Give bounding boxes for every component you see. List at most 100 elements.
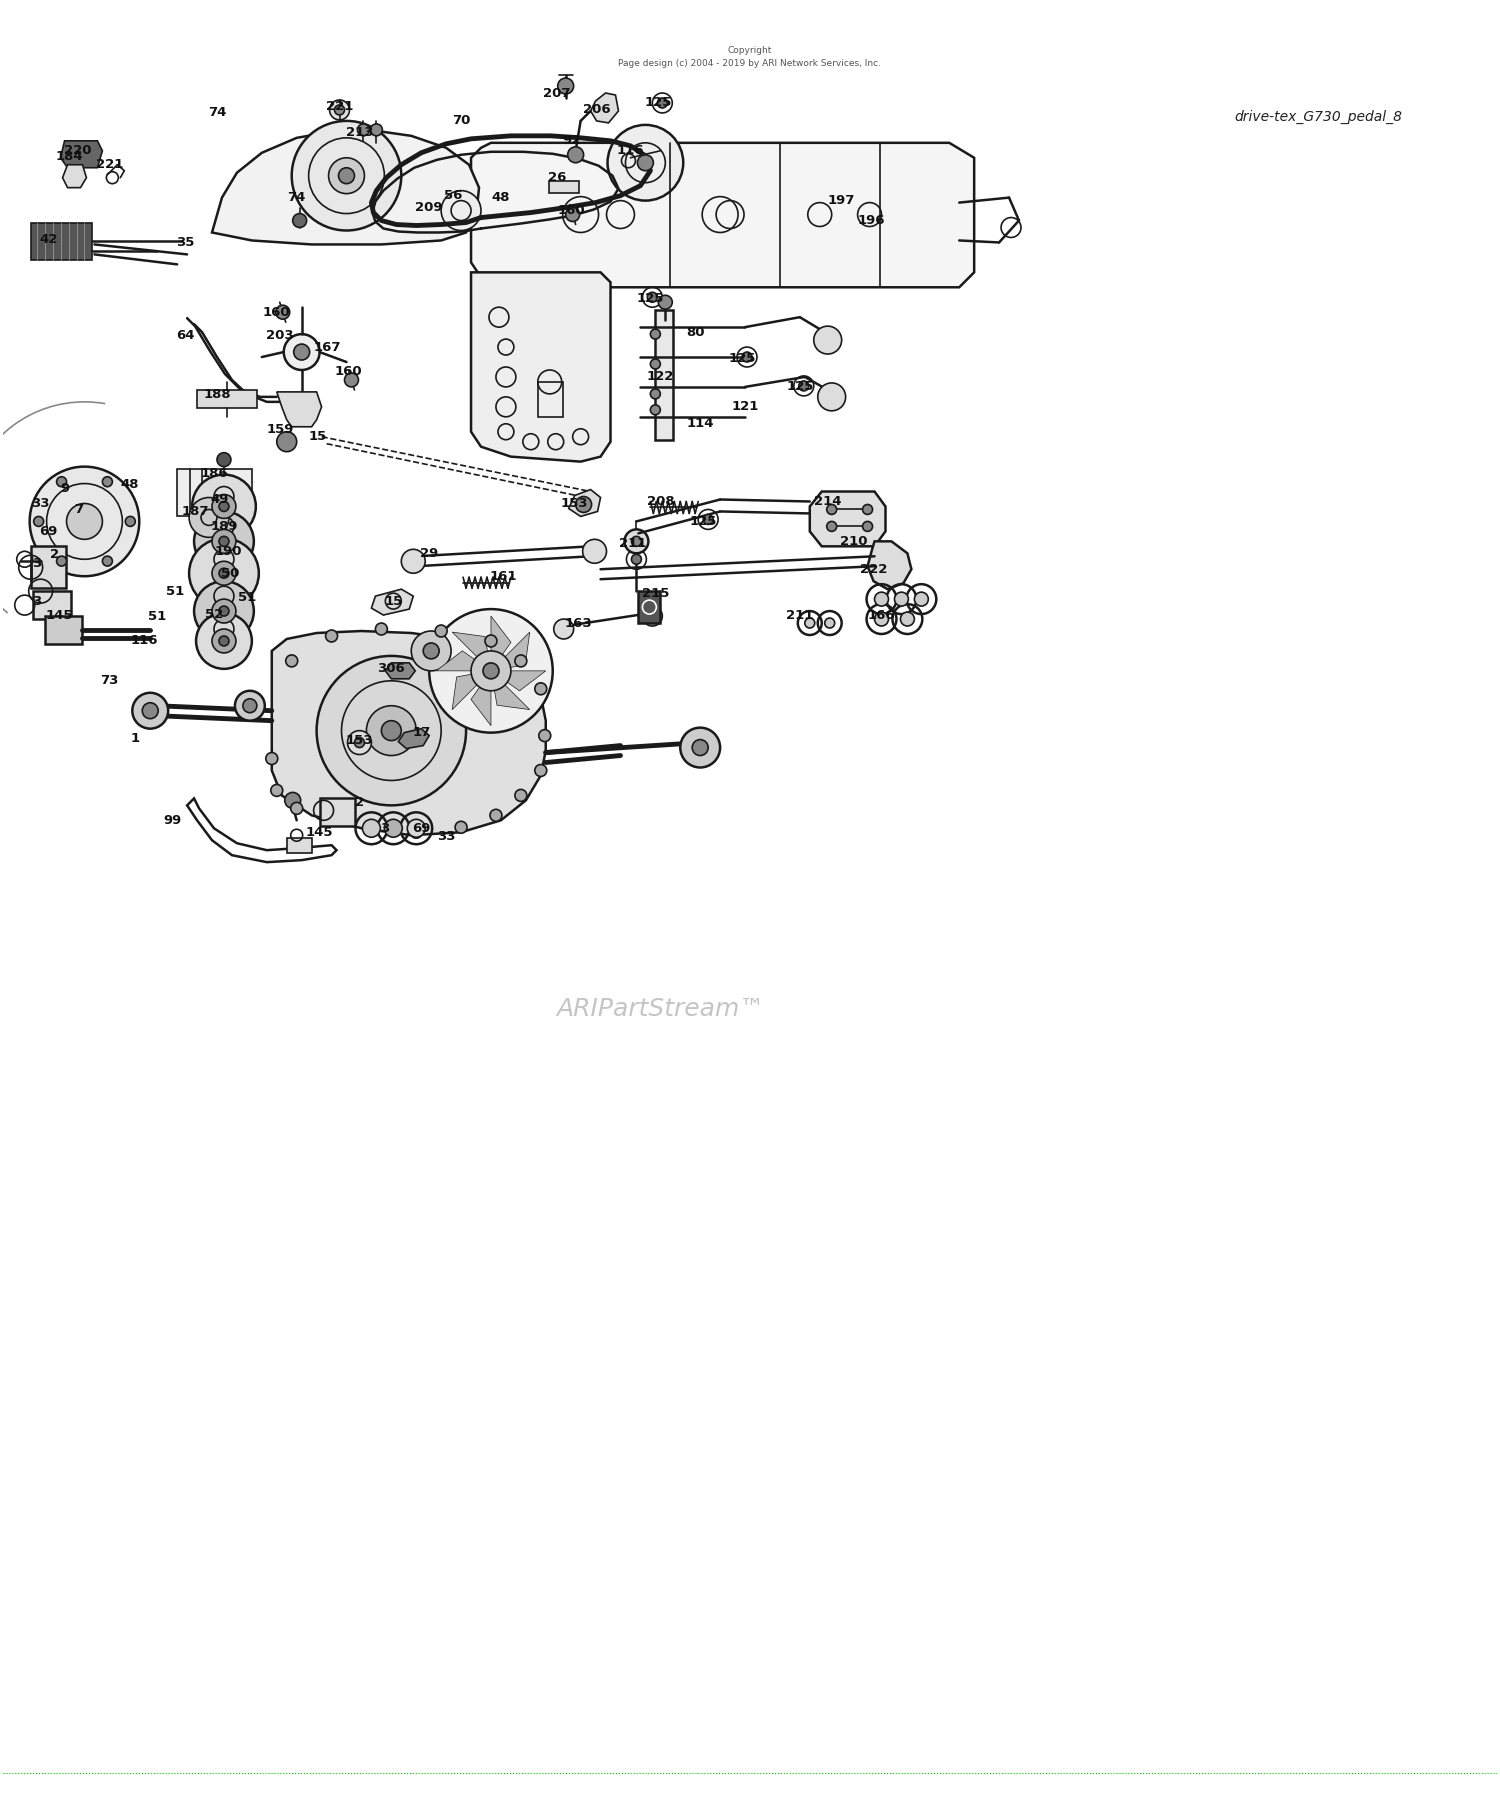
Polygon shape: [436, 651, 490, 671]
Bar: [196, 389, 256, 407]
Circle shape: [217, 453, 231, 467]
Polygon shape: [386, 664, 416, 678]
Circle shape: [408, 819, 424, 837]
Text: 215: 215: [642, 586, 669, 600]
Bar: [549, 180, 579, 193]
Circle shape: [651, 330, 660, 339]
Text: 208: 208: [646, 496, 674, 508]
Bar: [286, 838, 312, 853]
Circle shape: [102, 555, 112, 566]
Circle shape: [330, 99, 350, 121]
Circle shape: [454, 822, 466, 833]
Circle shape: [219, 636, 230, 645]
Circle shape: [375, 624, 387, 635]
Text: 99: 99: [164, 813, 182, 828]
Circle shape: [514, 654, 526, 667]
Circle shape: [692, 739, 708, 755]
Circle shape: [567, 146, 584, 162]
Text: 306: 306: [378, 662, 405, 676]
Circle shape: [538, 730, 550, 741]
Circle shape: [423, 644, 439, 658]
Polygon shape: [867, 541, 912, 590]
Text: 166: 166: [867, 609, 895, 622]
Text: 184: 184: [56, 150, 84, 164]
Text: 51: 51: [237, 591, 256, 604]
Circle shape: [345, 373, 358, 388]
Polygon shape: [452, 633, 491, 671]
Circle shape: [211, 530, 236, 554]
Text: 209: 209: [416, 202, 442, 215]
Circle shape: [334, 105, 345, 115]
Circle shape: [648, 292, 657, 303]
Circle shape: [429, 609, 552, 732]
Circle shape: [236, 691, 266, 721]
Polygon shape: [568, 490, 600, 516]
Circle shape: [435, 626, 447, 636]
Circle shape: [411, 826, 422, 838]
Text: 163: 163: [566, 617, 592, 629]
Circle shape: [291, 802, 303, 815]
Circle shape: [66, 503, 102, 539]
Circle shape: [514, 790, 526, 801]
Circle shape: [554, 618, 573, 638]
Text: 125: 125: [690, 516, 717, 528]
Text: 153: 153: [345, 734, 374, 746]
Circle shape: [33, 516, 44, 526]
Circle shape: [484, 635, 496, 647]
Circle shape: [126, 516, 135, 526]
Text: 64: 64: [176, 328, 195, 341]
Circle shape: [294, 344, 309, 361]
Circle shape: [363, 819, 381, 837]
Text: 122: 122: [646, 370, 674, 384]
Bar: [538, 382, 562, 416]
Text: 116: 116: [130, 635, 158, 647]
Text: 69: 69: [413, 822, 430, 835]
Circle shape: [321, 815, 333, 826]
Text: 80: 80: [686, 326, 705, 339]
Circle shape: [211, 629, 236, 653]
Circle shape: [915, 591, 928, 606]
Circle shape: [862, 521, 873, 532]
Circle shape: [57, 555, 66, 566]
Circle shape: [384, 819, 402, 837]
Circle shape: [339, 168, 354, 184]
Text: 3: 3: [32, 557, 42, 570]
Text: 221: 221: [96, 159, 123, 171]
Text: 35: 35: [176, 236, 195, 249]
Circle shape: [632, 554, 642, 564]
Text: 33: 33: [32, 498, 50, 510]
Text: 48: 48: [492, 191, 510, 204]
Bar: [33, 591, 70, 618]
Circle shape: [211, 599, 236, 624]
Circle shape: [194, 581, 254, 642]
Text: 159: 159: [267, 424, 294, 436]
Circle shape: [370, 124, 382, 135]
Circle shape: [815, 326, 842, 353]
Text: 69: 69: [39, 525, 58, 537]
Circle shape: [354, 737, 364, 748]
Circle shape: [651, 406, 660, 415]
Circle shape: [638, 155, 654, 171]
Text: 74: 74: [209, 106, 226, 119]
Text: 125: 125: [645, 97, 672, 110]
Polygon shape: [399, 728, 429, 748]
Text: 2: 2: [356, 795, 364, 810]
Bar: [45, 617, 82, 644]
Text: 214: 214: [815, 496, 842, 508]
Text: 207: 207: [543, 87, 570, 99]
Circle shape: [278, 431, 297, 453]
Circle shape: [825, 618, 834, 627]
Text: 17: 17: [413, 727, 430, 739]
Circle shape: [402, 550, 424, 573]
Text: ARIPartStream™: ARIPartStream™: [556, 997, 765, 1020]
Circle shape: [243, 700, 256, 712]
Bar: [30, 222, 93, 260]
Circle shape: [576, 496, 591, 512]
Text: 92: 92: [562, 135, 580, 148]
Text: 116: 116: [616, 144, 644, 157]
Text: 3: 3: [380, 822, 388, 835]
Bar: [320, 799, 356, 826]
Circle shape: [874, 591, 888, 606]
Circle shape: [142, 703, 158, 719]
Text: 167: 167: [314, 341, 342, 353]
